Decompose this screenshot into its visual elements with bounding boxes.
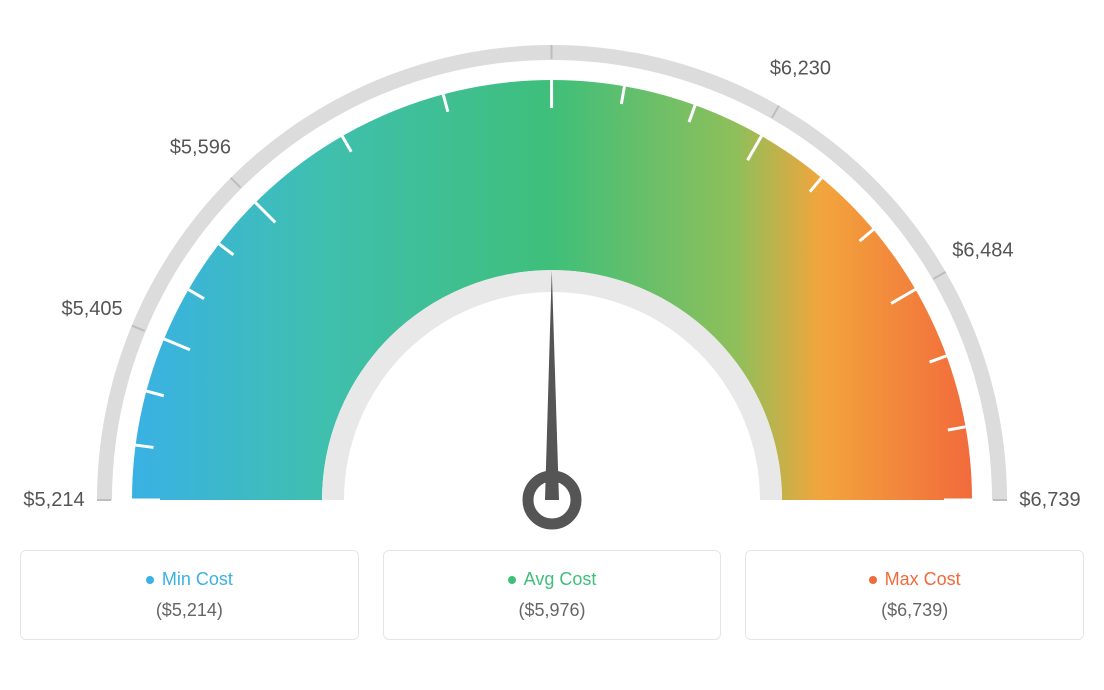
gauge-tick-label: $6,739 [1019,489,1080,511]
legend-title: Avg Cost [524,569,597,590]
gauge-tick-label: $5,405 [61,298,122,320]
legend-title-row: Min Cost [146,569,233,590]
gauge-needle [545,270,559,500]
legend-title-row: Avg Cost [508,569,597,590]
legend-row: Min Cost ($5,214) Avg Cost ($5,976) Max Cost… [20,550,1084,640]
gauge-tick-label: $6,230 [770,57,831,79]
legend-value: ($5,214) [156,600,223,621]
gauge-tick-label: $5,214 [23,489,84,511]
legend-title: Max Cost [885,569,961,590]
gauge-tick-label: $5,596 [170,136,231,158]
cost-gauge-chart: $5,214$5,405$5,596$5,976$6,230$6,484$6,7… [20,20,1084,540]
legend-title-row: Max Cost [869,569,961,590]
legend-value: ($6,739) [881,600,948,621]
legend-card-min: Min Cost ($5,214) [20,550,359,640]
gauge-svg: $5,214$5,405$5,596$5,976$6,230$6,484$6,7… [20,20,1084,540]
legend-card-max: Max Cost ($6,739) [745,550,1084,640]
legend-dot-icon [508,576,516,584]
legend-dot-icon [869,576,877,584]
legend-title: Min Cost [162,569,233,590]
legend-value: ($5,976) [518,600,585,621]
legend-dot-icon [146,576,154,584]
legend-card-avg: Avg Cost ($5,976) [383,550,722,640]
gauge-tick-label: $6,484 [952,239,1013,261]
